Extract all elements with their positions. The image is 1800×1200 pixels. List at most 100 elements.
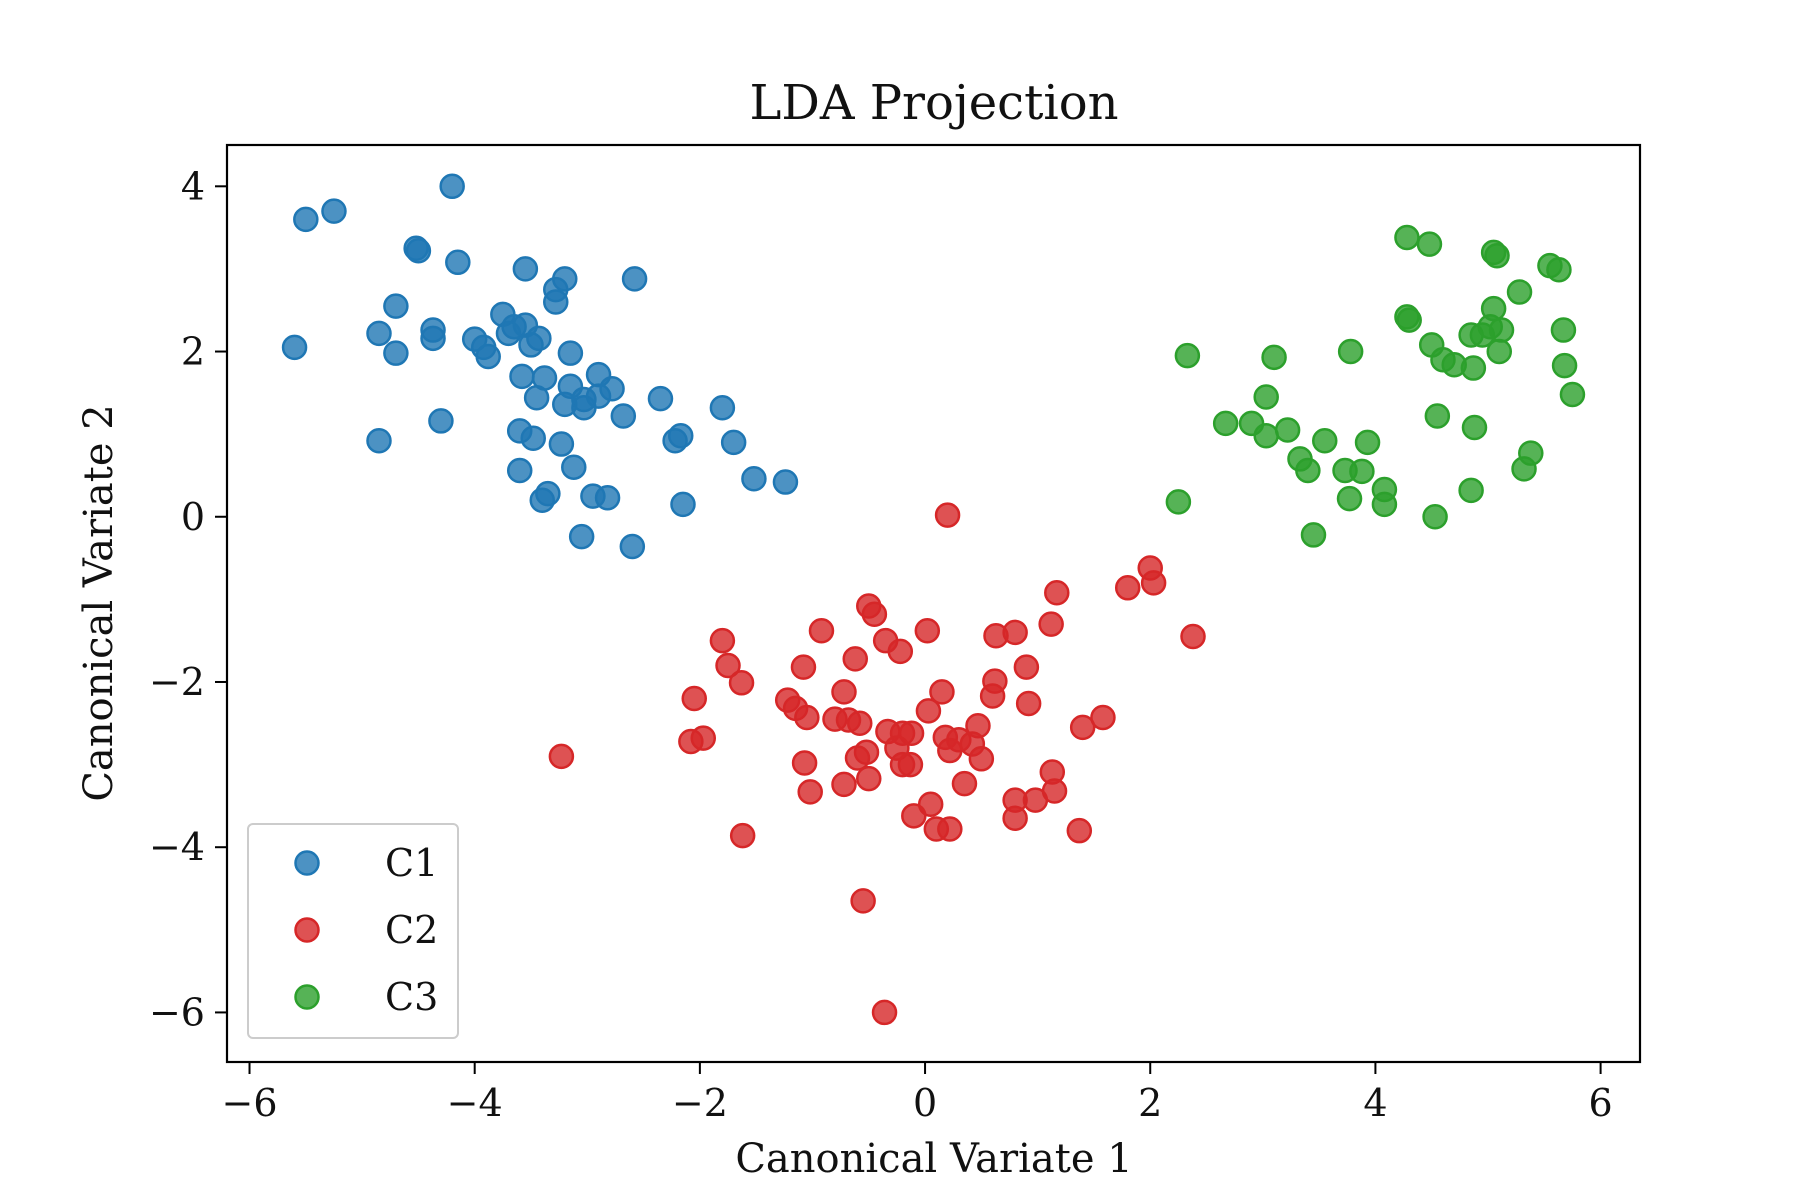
point-c1 <box>772 469 799 495</box>
point-c3 <box>1484 242 1510 269</box>
point-c1 <box>552 266 578 292</box>
point-c1 <box>293 206 319 233</box>
legend-box <box>247 823 459 1039</box>
point-c3 <box>1488 317 1515 343</box>
point-c2 <box>709 627 736 654</box>
point-c2 <box>729 822 756 849</box>
point-c3 <box>1337 338 1364 365</box>
point-c3 <box>1416 231 1443 257</box>
point-c2 <box>951 770 978 797</box>
point-c2 <box>1044 580 1070 606</box>
point-c2 <box>1038 611 1064 637</box>
point-c1 <box>594 485 621 511</box>
legend: C1 C2 C3 <box>247 823 459 1039</box>
point-c3 <box>1212 410 1239 437</box>
legend-marker <box>294 850 320 876</box>
point-c3 <box>1274 417 1301 443</box>
plot-area-frame <box>225 143 1642 1064</box>
point-c2 <box>914 618 941 644</box>
point-c2 <box>871 999 898 1026</box>
y-tick-label: 4 <box>181 164 205 208</box>
point-c3 <box>1559 381 1586 408</box>
point-c2 <box>887 638 914 665</box>
point-c1 <box>321 198 347 224</box>
point-c2 <box>937 816 963 842</box>
point-c2 <box>831 771 857 798</box>
point-c3 <box>1422 504 1448 530</box>
point-c2 <box>1015 690 1042 717</box>
point-c2 <box>1180 623 1206 650</box>
point-c3 <box>1518 440 1544 466</box>
point-c1 <box>512 256 539 282</box>
point-c2 <box>1069 714 1096 741</box>
y-tick-label: −4 <box>149 825 205 869</box>
x-tick-label: 6 <box>1588 1081 1612 1125</box>
point-c1 <box>548 431 575 457</box>
point-c1 <box>475 343 501 370</box>
x-axis: −6 −4 −2 0 2 4 6 <box>222 1062 1613 1125</box>
y-axis: −6 −4 −2 0 2 4 <box>149 164 227 1034</box>
point-c3 <box>1506 279 1533 305</box>
point-c3 <box>1424 403 1451 429</box>
point-c3 <box>1461 414 1488 441</box>
point-c1 <box>720 429 747 456</box>
x-axis-label: Canonical Variate 1 <box>735 1136 1132 1182</box>
point-c1 <box>610 403 637 429</box>
point-c2 <box>1066 817 1093 844</box>
point-c3 <box>1486 338 1513 365</box>
point-c2 <box>1022 787 1049 813</box>
x-tick-label: −4 <box>447 1081 503 1125</box>
point-c2 <box>979 683 1006 709</box>
point-c2 <box>831 679 857 705</box>
point-c2 <box>794 704 820 731</box>
point-c2 <box>690 725 717 751</box>
point-c2 <box>968 746 995 772</box>
point-c1 <box>647 385 674 412</box>
point-c2 <box>856 765 882 792</box>
point-c2 <box>897 751 924 778</box>
point-c2 <box>934 502 961 528</box>
point-c1 <box>599 375 625 402</box>
point-c1 <box>529 487 556 513</box>
x-tick-label: −2 <box>672 1081 728 1125</box>
point-c1 <box>281 334 308 361</box>
x-tick-label: 0 <box>913 1081 937 1125</box>
point-c2 <box>901 803 927 829</box>
point-c1 <box>523 385 550 411</box>
point-c2 <box>548 743 575 770</box>
point-c2 <box>790 654 817 680</box>
legend-label: C1 <box>385 841 438 885</box>
chart-title: LDA Projection <box>749 75 1118 131</box>
point-c2 <box>791 750 818 776</box>
point-c1 <box>621 266 648 292</box>
point-c3 <box>1261 344 1287 371</box>
legend-label: C2 <box>385 908 438 952</box>
point-c2 <box>808 618 835 644</box>
point-c2 <box>915 698 942 724</box>
point-c1 <box>670 491 696 518</box>
point-c2 <box>983 622 1009 649</box>
point-c2 <box>1090 704 1116 731</box>
point-c2 <box>847 710 873 737</box>
point-c2 <box>1013 654 1040 680</box>
series-c1 <box>281 173 799 560</box>
point-c3 <box>1253 423 1279 449</box>
point-c3 <box>1546 256 1572 283</box>
point-c1 <box>383 293 409 319</box>
point-c3 <box>1458 477 1484 504</box>
legend-marker <box>294 984 320 1010</box>
y-tick-label: 2 <box>181 330 205 374</box>
data-points <box>281 173 1586 1026</box>
point-c3 <box>1336 485 1363 512</box>
point-c1 <box>383 340 409 366</box>
point-c1 <box>520 425 546 452</box>
point-c3 <box>1311 428 1338 454</box>
point-c1 <box>445 249 471 276</box>
series-c3 <box>1165 224 1586 548</box>
point-c2 <box>842 646 869 672</box>
x-tick-label: 2 <box>1138 1081 1162 1125</box>
point-c2 <box>797 779 823 805</box>
point-c3 <box>1354 429 1381 456</box>
point-c1 <box>568 523 595 550</box>
